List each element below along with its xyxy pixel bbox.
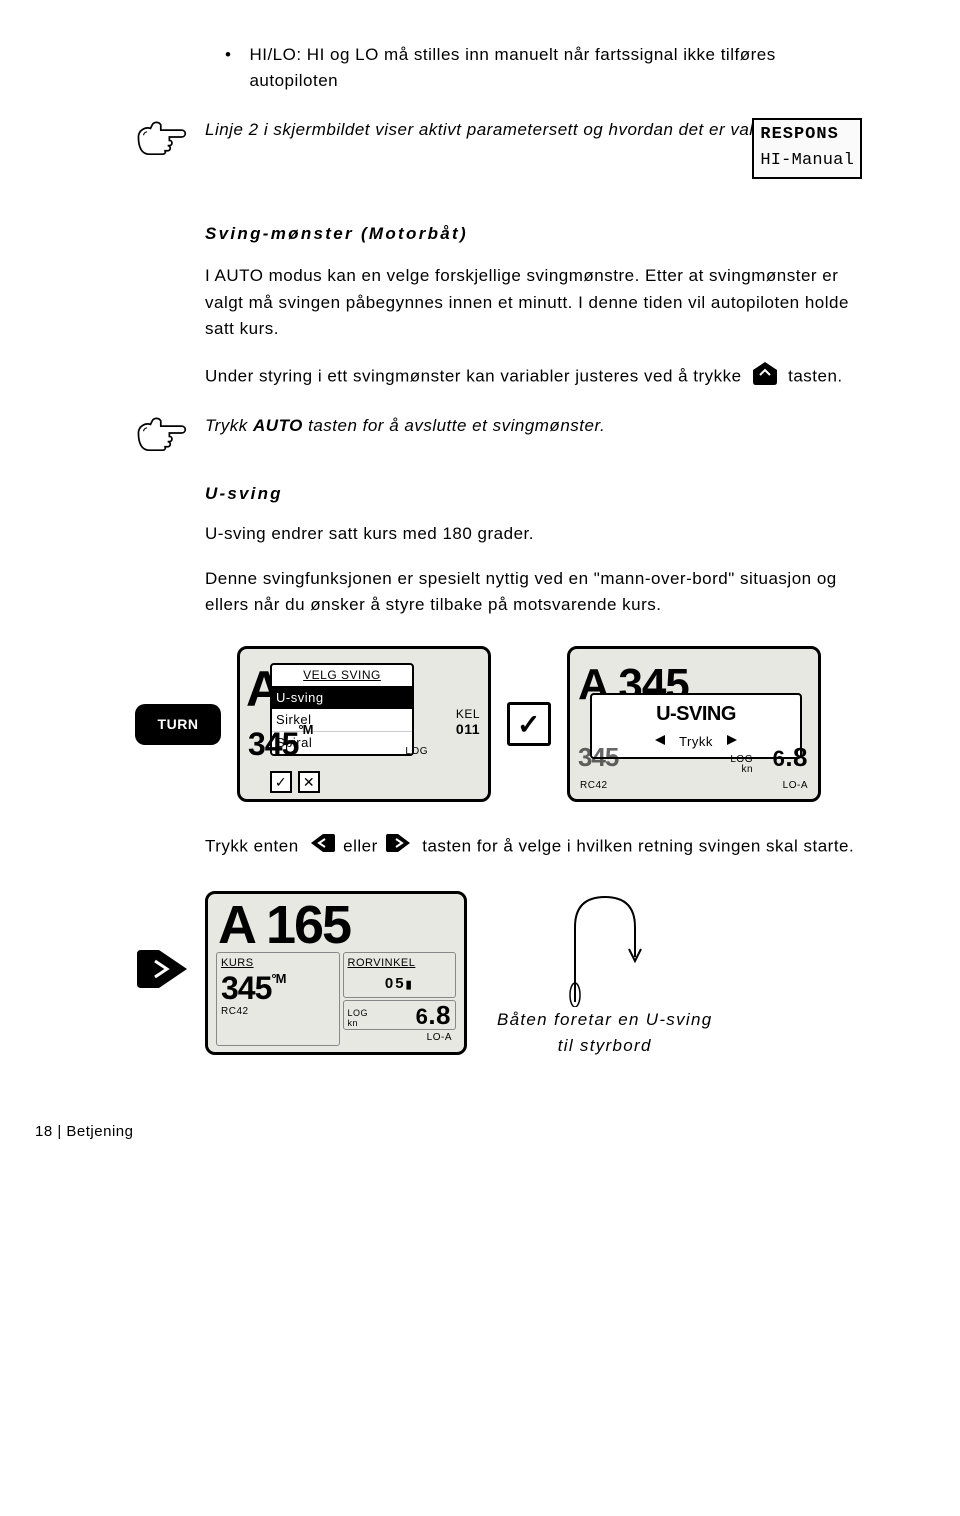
lcd2-left-arrow-icon [651, 733, 669, 753]
lcd2-popup: U-SVING Trykk [590, 693, 802, 758]
right-arrow-key-large-icon[interactable] [135, 946, 205, 1000]
curve-line1: Båten foretar en U-sving [497, 1007, 712, 1033]
lcd3-big: A 165 [208, 894, 464, 952]
turn-key[interactable]: TURN [135, 704, 221, 746]
lcd2-kn: kn [741, 762, 753, 778]
bullet-dot: • [225, 42, 231, 68]
lcd1-ok-icon: ✓ [270, 771, 292, 793]
lcd1-bottom-num: 345 [248, 726, 298, 762]
para2a: Under styring i ett svingmønster kan var… [205, 367, 747, 386]
lcd3-loa: LO-A [343, 1030, 457, 1046]
lcd-screen-2: A 345 U-SVING Trykk 345 6.8 LOG kn RC42 … [567, 646, 821, 802]
para-2: Under styring i ett svingmønster kan var… [205, 360, 860, 394]
hand2-bold: AUTO [253, 416, 303, 435]
lcd3-unit: °M [271, 971, 285, 986]
respons-line1: RESPONS [760, 122, 854, 148]
confirm-checkbox-icon[interactable]: ✓ [507, 702, 551, 746]
hand2-suffix: tasten for å avslutte et svingmønster. [303, 416, 605, 435]
lcd1-log: LOG [405, 744, 428, 760]
lcd2-bottom-left: 345 [578, 737, 618, 777]
lcd3-heading: 345 [221, 970, 271, 1006]
press-b: eller [343, 837, 383, 856]
lcd2-rc: RC42 [580, 778, 608, 794]
lcd-screen-3: A 165 KURS 345°M RC42 RORVINKEL 05▮ [205, 891, 467, 1055]
lcd2-right-arrow-icon [723, 733, 741, 753]
up-key-icon [750, 360, 780, 394]
respons-line2: HI-Manual [760, 148, 854, 174]
lcd2-bottom-right: 6.8 [773, 737, 808, 777]
subheading-u-sving: U-sving [205, 481, 860, 507]
lcd3-speed: 6.8 [416, 1002, 451, 1028]
lcd-screen-1: A 345 VELG SVING U-sving Sirkel Spiral K… [237, 646, 491, 802]
pointing-hand-icon [135, 117, 205, 165]
hand2-prefix: Trykk [205, 416, 253, 435]
curve-label: Båten foretar en U-sving til styrbord [497, 1007, 712, 1060]
page-footer: 18 | Betjening [35, 1120, 860, 1143]
right-arrow-key-icon [386, 832, 414, 862]
para-4: Denne svingfunksjonen er spesielt nyttig… [205, 566, 860, 619]
left-arrow-key-icon [307, 832, 335, 862]
lcd3-rc: RC42 [221, 1004, 335, 1020]
lcd1-right-011: 011 [456, 719, 480, 741]
para-1: I AUTO modus kan en velge forskjellige s… [205, 263, 860, 342]
lcd1-popup-title: VELG SVING [272, 665, 412, 687]
hand-text-2: Trykk AUTO tasten for å avslutte et svin… [205, 413, 860, 439]
press-instruction: Trykk enten eller tasten for å velge i h… [205, 832, 860, 862]
lcd3-kn: kn [348, 1019, 369, 1029]
bullet-hilo: • HI/LO: HI og LO må stilles inn manuelt… [225, 42, 860, 95]
heading-sving-monster: Sving-mønster (Motorbåt) [205, 221, 860, 247]
curve-line2: til styrbord [497, 1033, 712, 1059]
lcd2-trykk: Trykk [679, 732, 713, 752]
lcd2-loa: LO-A [783, 778, 808, 794]
lcd3-rorval: 05 [385, 975, 406, 992]
u-turn-curve-icon [535, 887, 675, 1007]
lcd3-rorvinkel-label: RORVINKEL [348, 955, 452, 972]
press-c: tasten for å velge i hvilken retning svi… [422, 837, 854, 856]
lcd1-bottom-unit: °M [298, 722, 312, 737]
bullet-text: HI/LO: HI og LO må stilles inn manuelt n… [249, 42, 860, 95]
para-3: U-sving endrer satt kurs med 180 grader. [205, 521, 860, 547]
lcd1-cancel-icon: ✕ [298, 771, 320, 793]
lcd1-item-0: U-sving [272, 687, 412, 709]
respons-box: RESPONS HI-Manual [752, 118, 862, 179]
lcd2-popup-title: U-SVING [596, 699, 796, 730]
pointing-hand-icon [135, 413, 205, 461]
press-a: Trykk enten [205, 837, 304, 856]
para2b: tasten. [788, 367, 843, 386]
